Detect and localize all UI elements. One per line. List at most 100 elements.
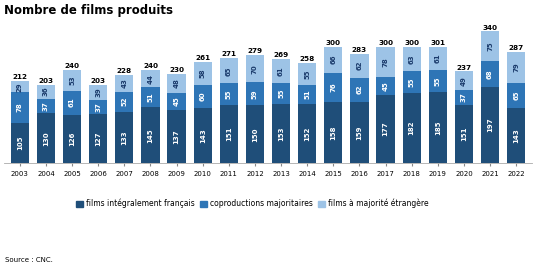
Text: 61: 61 (435, 54, 441, 63)
Text: 203: 203 (91, 78, 106, 84)
Text: 62: 62 (356, 61, 362, 70)
Bar (115, 75, 133, 92)
Bar (63, 91, 81, 114)
Text: 62: 62 (356, 85, 362, 94)
Bar (351, 102, 369, 163)
Text: 271: 271 (221, 51, 236, 57)
Text: 76: 76 (330, 83, 336, 92)
Bar (167, 110, 185, 163)
Bar (481, 87, 499, 163)
Text: 53: 53 (69, 76, 75, 85)
Text: 153: 153 (278, 127, 284, 141)
Text: 133: 133 (121, 130, 128, 145)
Bar (142, 87, 160, 107)
Bar (142, 70, 160, 87)
Text: 261: 261 (195, 55, 210, 61)
Text: 300: 300 (404, 40, 419, 46)
Bar (351, 53, 369, 78)
Text: 51: 51 (147, 92, 153, 102)
Text: 59: 59 (252, 89, 258, 99)
Text: 29: 29 (17, 82, 23, 92)
Text: 127: 127 (95, 132, 101, 146)
Bar (403, 71, 421, 93)
Bar (142, 107, 160, 163)
Bar (115, 112, 133, 163)
Text: 45: 45 (174, 97, 180, 106)
Bar (429, 47, 447, 70)
Bar (167, 93, 185, 110)
Bar (403, 47, 421, 71)
Bar (272, 104, 290, 163)
Text: 78: 78 (17, 103, 23, 112)
Bar (115, 92, 133, 112)
Text: 105: 105 (17, 136, 23, 150)
Text: 212: 212 (12, 74, 27, 80)
Bar (37, 99, 55, 113)
Bar (63, 114, 81, 163)
Bar (455, 90, 473, 105)
Text: Source : CNC.: Source : CNC. (5, 257, 53, 263)
Text: 340: 340 (482, 25, 497, 31)
Bar (89, 85, 107, 100)
Bar (220, 105, 238, 163)
Bar (507, 52, 525, 83)
Bar (455, 105, 473, 163)
Bar (246, 55, 264, 82)
Text: 279: 279 (248, 48, 263, 54)
Bar (324, 102, 343, 163)
Bar (298, 104, 316, 163)
Bar (481, 31, 499, 60)
Text: 240: 240 (143, 63, 158, 69)
Text: 37: 37 (95, 102, 101, 112)
Bar (376, 77, 394, 95)
Bar (324, 73, 343, 102)
Bar (193, 85, 212, 108)
Text: 39: 39 (95, 87, 101, 97)
Legend: films intégralement français, coproductions majoritaires, films à majorité étran: films intégralement français, coproducti… (73, 196, 431, 211)
Text: 228: 228 (117, 68, 132, 74)
Text: 75: 75 (487, 41, 493, 51)
Text: 55: 55 (278, 89, 284, 98)
Bar (37, 85, 55, 99)
Text: 145: 145 (147, 128, 153, 143)
Text: 66: 66 (330, 55, 336, 64)
Bar (507, 108, 525, 163)
Text: 70: 70 (252, 64, 258, 74)
Bar (298, 63, 316, 85)
Text: 143: 143 (513, 128, 519, 143)
Text: 152: 152 (304, 127, 310, 141)
Text: 150: 150 (252, 127, 258, 141)
Text: 237: 237 (457, 65, 472, 70)
Text: 137: 137 (174, 130, 180, 144)
Text: 48: 48 (174, 78, 180, 88)
Text: 151: 151 (226, 127, 232, 141)
Text: 63: 63 (408, 54, 415, 64)
Text: 126: 126 (69, 132, 75, 146)
Text: 300: 300 (326, 40, 341, 46)
Text: 185: 185 (435, 120, 441, 135)
Bar (89, 100, 107, 114)
Text: 65: 65 (226, 66, 232, 75)
Text: 37: 37 (461, 93, 467, 103)
Text: 159: 159 (356, 125, 362, 140)
Text: 36: 36 (43, 87, 49, 97)
Text: 45: 45 (383, 81, 389, 91)
Bar (324, 47, 343, 73)
Text: 61: 61 (69, 98, 75, 108)
Text: 203: 203 (39, 78, 54, 84)
Bar (351, 78, 369, 102)
Text: 58: 58 (200, 69, 206, 78)
Text: 300: 300 (378, 40, 393, 46)
Bar (246, 105, 264, 163)
Bar (403, 93, 421, 163)
Text: 269: 269 (273, 52, 289, 58)
Text: 52: 52 (121, 97, 128, 107)
Text: 68: 68 (487, 69, 493, 79)
Bar (455, 71, 473, 90)
Text: 197: 197 (487, 118, 493, 133)
Text: 61: 61 (278, 66, 284, 76)
Bar (429, 92, 447, 163)
Bar (193, 62, 212, 85)
Bar (193, 108, 212, 163)
Text: 143: 143 (200, 128, 206, 143)
